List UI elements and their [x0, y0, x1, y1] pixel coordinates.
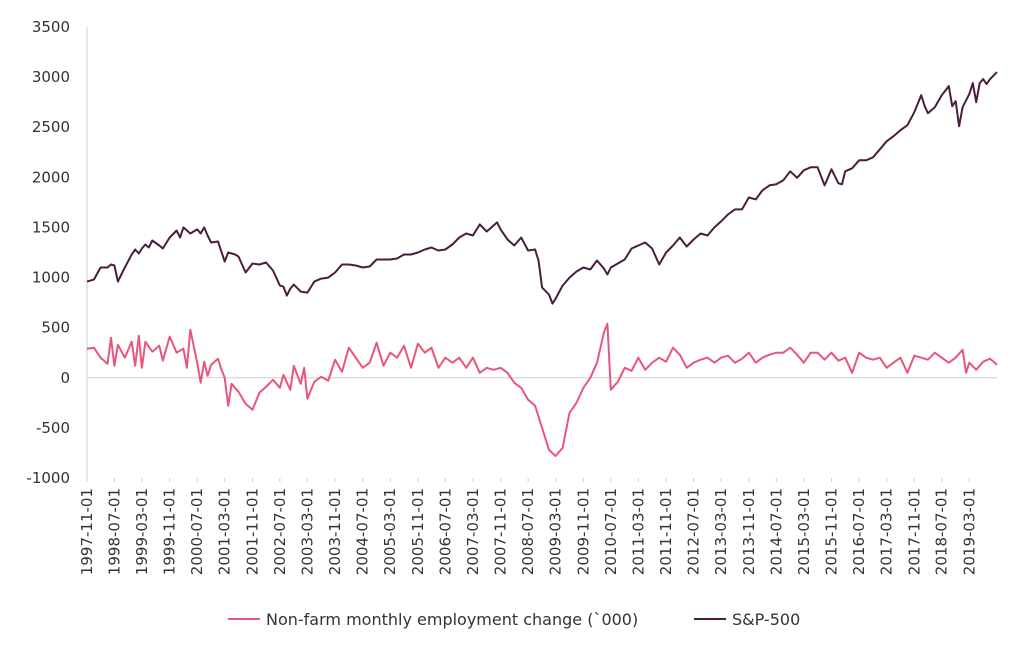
y-tick-label: 2500: [32, 118, 70, 136]
x-tick-label: 2014-07-01: [767, 488, 785, 575]
x-tick-label: 2005-11-01: [409, 488, 427, 575]
x-tick-label: 2015-11-01: [823, 488, 841, 575]
x-tick-label: 2019-03-01: [960, 488, 978, 575]
x-tick-label: 2005-03-01: [381, 488, 399, 575]
x-tick-label: 2007-03-01: [464, 488, 482, 575]
x-tick-label: 1998-07-01: [105, 488, 123, 575]
x-tick-label: 2012-07-01: [685, 488, 703, 575]
x-tick-label: 2010-07-01: [602, 488, 620, 575]
x-tick-label: 2006-07-01: [436, 488, 454, 575]
plot-area: [86, 71, 998, 457]
y-axis: -1000 -500 0 500 1000 1500 2000 2500 3000 3500: [26, 18, 88, 487]
y-tick-label: 1000: [32, 269, 70, 287]
x-tick-label: 2001-03-01: [216, 488, 234, 575]
x-tick-label: 1999-11-01: [161, 488, 179, 575]
x-tick-label: 2009-03-01: [547, 488, 565, 575]
y-tick-label: 0: [60, 369, 70, 387]
x-tick-label: 2009-11-01: [574, 488, 592, 575]
x-tick-label: 2016-07-01: [850, 488, 868, 575]
x-tick-label: 2018-07-01: [933, 488, 951, 575]
legend-label: S&P-500: [732, 610, 800, 629]
y-tick-label: 3000: [32, 68, 70, 86]
x-tick-label: 2004-07-01: [354, 488, 372, 575]
y-tick-label: 1500: [32, 218, 70, 236]
x-tick-label: 2017-03-01: [878, 488, 896, 575]
x-tick-label: 2008-07-01: [519, 488, 537, 575]
y-tick-label: -500: [36, 419, 70, 437]
x-tick-label: 2002-07-01: [271, 488, 289, 575]
x-tick-label: 2001-11-01: [243, 488, 261, 575]
legend-label: Non-farm monthly employment change (`000…: [266, 610, 638, 629]
x-tick-label: 2003-11-01: [326, 488, 344, 575]
series-line-employment: [86, 322, 998, 457]
y-tick-label: 2000: [32, 168, 70, 186]
y-tick-label: 500: [41, 319, 70, 337]
x-tick-label: 2000-07-01: [188, 488, 206, 575]
x-tick-label: 2003-03-01: [298, 488, 316, 575]
x-tick-label: 2011-11-01: [657, 488, 675, 575]
x-tick-label: 1999-03-01: [133, 488, 151, 575]
x-axis: 1997-11-01 1998-07-01 1999-03-01 1999-11-01…: [78, 377, 997, 575]
y-tick-label: -1000: [26, 469, 70, 487]
x-tick-label: 2007-11-01: [492, 488, 510, 575]
y-tick-label: 3500: [32, 18, 70, 36]
x-tick-label: 2017-11-01: [905, 488, 923, 575]
legend: Non-farm monthly employment change (`000…: [228, 610, 800, 629]
series-line-sp500: [86, 71, 998, 305]
x-tick-label: 2011-03-01: [629, 488, 647, 575]
x-tick-label: 2013-11-01: [740, 488, 758, 575]
x-tick-label: 1997-11-01: [78, 488, 96, 575]
x-tick-label: 2015-03-01: [795, 488, 813, 575]
x-tick-label: 2013-03-01: [712, 488, 730, 575]
